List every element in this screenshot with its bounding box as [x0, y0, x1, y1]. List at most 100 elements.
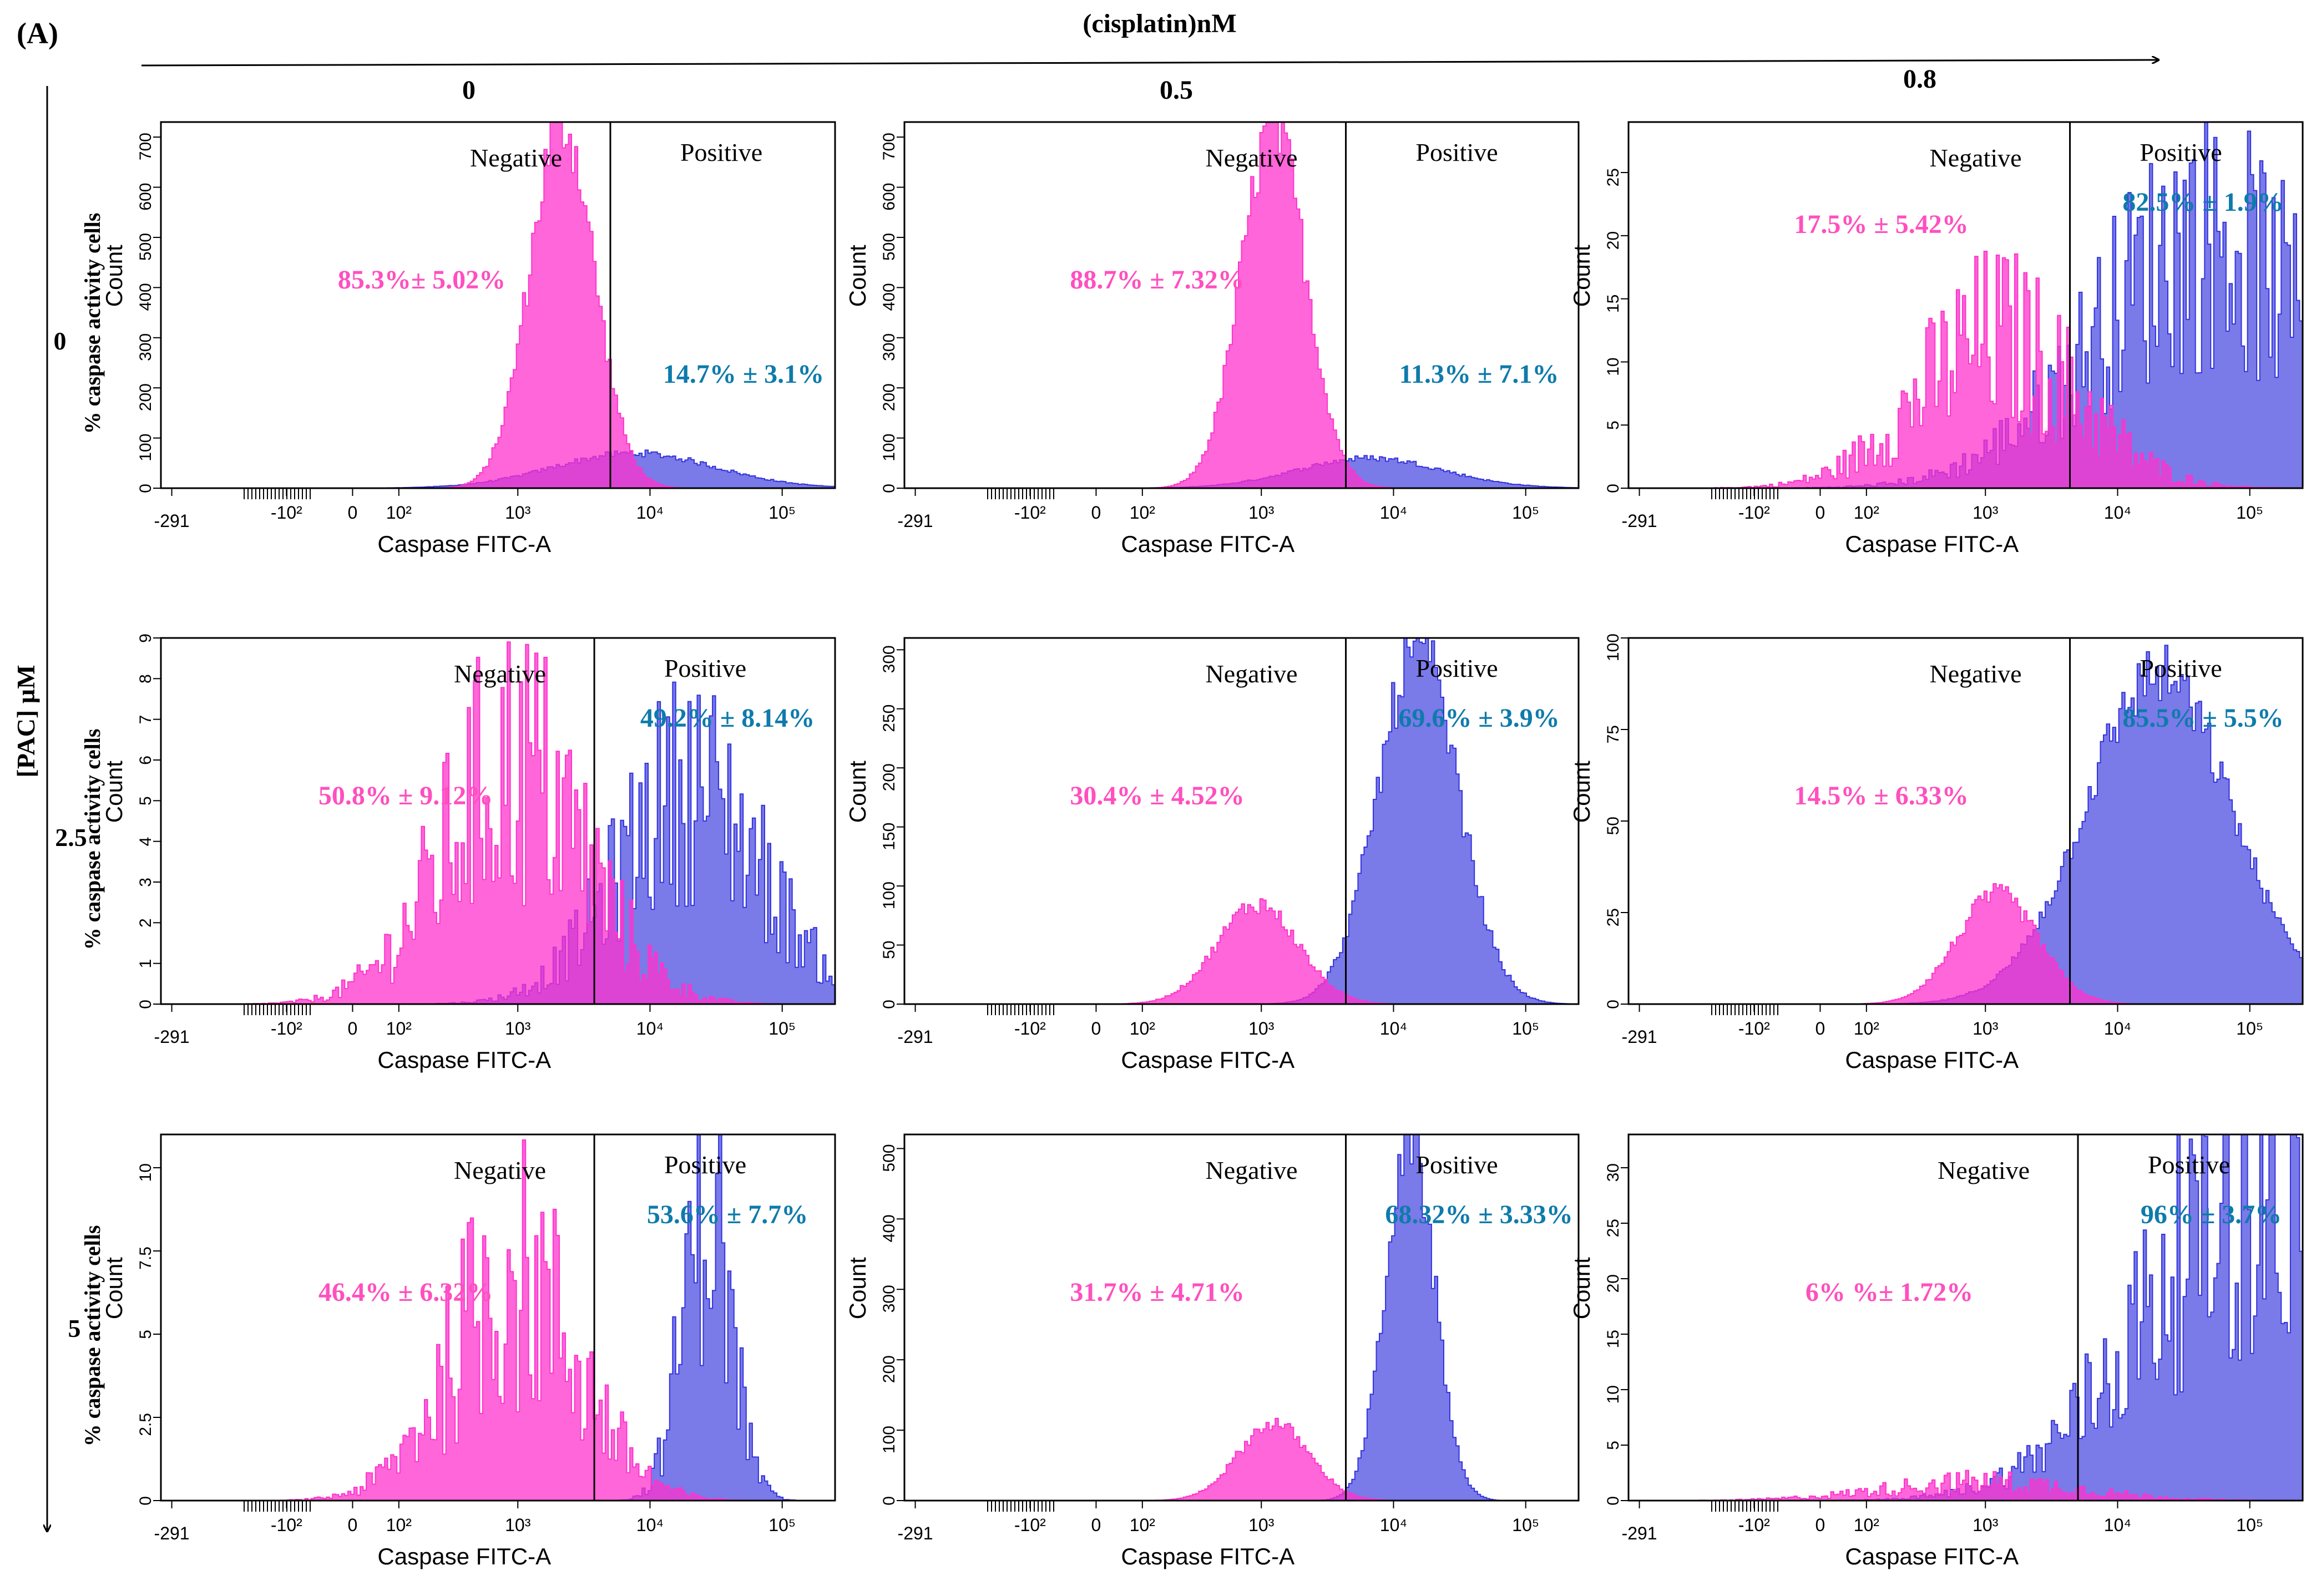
x-tick-label: 10³ — [1973, 1019, 1999, 1038]
y-axis-title: Count — [844, 245, 871, 307]
x-tick-label: -10² — [1014, 503, 1046, 523]
row-y-title: % caspase activity cells — [80, 729, 105, 950]
y-tick-label: 2.5 — [136, 1413, 155, 1436]
y-tick-label: 0 — [1604, 1000, 1622, 1009]
x-tick-label: 10⁴ — [2104, 503, 2131, 523]
gate-label-positive: Positive — [1415, 1151, 1498, 1179]
y-tick-label: 200 — [880, 1355, 898, 1383]
gate-label-negative: Negative — [1206, 1156, 1298, 1184]
x-tick-label: 10⁵ — [1512, 1515, 1539, 1535]
gate-label-negative: Negative — [470, 144, 562, 172]
x-tick-label: 10³ — [1973, 1515, 1999, 1535]
panel-label: (A) — [17, 17, 58, 50]
gate-label-negative: Negative — [1938, 1156, 2030, 1184]
y-tick-label: 200 — [880, 383, 898, 411]
y-tick-label: 400 — [880, 1214, 898, 1242]
y-tick-label: 600 — [880, 183, 898, 211]
y-tick-label: 75 — [1604, 725, 1622, 743]
y-tick-label: 5 — [1604, 1441, 1622, 1450]
x-tick-label: 0 — [1816, 1515, 1825, 1535]
y-tick-label: 5 — [136, 1330, 155, 1339]
x-tick-label: 10² — [1854, 1515, 1880, 1535]
x-tick-label: 10³ — [505, 503, 531, 523]
x-tick-label: 10² — [386, 1515, 412, 1535]
negative-percentage: 88.7% ± 7.32% — [1070, 265, 1244, 295]
x-tick-label: 0 — [348, 503, 358, 523]
positive-population-histogram — [904, 1134, 1579, 1501]
y-tick-label: 100 — [880, 434, 898, 462]
x-tick-label: 10⁴ — [636, 1019, 664, 1038]
y-tick-label: 25 — [1604, 908, 1622, 926]
y-axis-title: Count — [1569, 245, 1595, 307]
negative-population-histogram — [161, 641, 835, 1005]
negative-population-histogram — [161, 121, 835, 489]
y-tick-label: 10 — [1604, 1385, 1622, 1404]
x-tick-label: -291 — [898, 1523, 933, 1543]
column-label-0: 0 — [462, 75, 476, 105]
x-tick-label: 10⁵ — [768, 503, 796, 523]
x-tick-label: 10⁴ — [2104, 1515, 2131, 1535]
x-tick-label: 10² — [386, 1019, 412, 1038]
row-label-2: 5 — [68, 1314, 81, 1342]
histogram-panel-r0-c2: 0 5 10 15 20 25 -291 -10² 0 10² 10³ 10⁴ 10⁵ Caspase F… — [1569, 121, 2304, 557]
plot-frame — [903, 637, 1580, 1005]
gate-label-positive: Positive — [1415, 654, 1498, 682]
x-tick-label: 10⁴ — [636, 1515, 664, 1535]
y-tick-label: 300 — [880, 645, 898, 673]
y-tick-label: 700 — [880, 133, 898, 160]
x-tick-label: -10² — [1738, 1515, 1770, 1535]
negative-percentage: 31.7% ± 4.71% — [1070, 1278, 1244, 1307]
y-tick-label: 7.5 — [136, 1247, 155, 1270]
y-tick-label: 3 — [136, 878, 155, 887]
negative-percentage: 85.3%± 5.02% — [338, 265, 505, 295]
column-label-1: 0.5 — [1160, 75, 1193, 105]
x-tick-label: 10³ — [1248, 503, 1275, 523]
x-axis-title: Caspase FITC-A — [1121, 1543, 1294, 1569]
gate-label-positive: Positive — [664, 654, 746, 682]
y-axis-title: Count — [101, 245, 127, 307]
x-tick-label: 10⁵ — [2236, 503, 2263, 523]
y-tick-label: 30 — [1604, 1163, 1622, 1182]
x-tick-label: -10² — [1014, 1515, 1046, 1535]
negative-percentage: 17.5% ± 5.42% — [1794, 210, 1968, 239]
y-tick-label: 25 — [1604, 1219, 1622, 1237]
x-tick-label: 10⁵ — [2236, 1019, 2263, 1038]
x-tick-label: -291 — [1622, 1523, 1657, 1543]
y-tick-label: 100 — [136, 434, 155, 462]
y-tick-label: 0 — [1604, 484, 1622, 493]
y-axis-title: Count — [1569, 1257, 1595, 1319]
plot-frame — [160, 637, 836, 1005]
x-tick-label: 10⁵ — [1512, 503, 1539, 523]
gate-label-positive: Positive — [2148, 1151, 2230, 1179]
gate-label-positive: Positive — [1415, 138, 1498, 166]
y-tick-label: 25 — [1604, 168, 1622, 186]
histogram-panel-r2-c2: 0 5 10 15 20 25 30 -291 -10² 0 10² 10³ 10⁴ 10⁵ Caspase… — [1569, 1133, 2304, 1569]
positive-population-histogram — [1629, 1134, 2303, 1501]
x-tick-label: -291 — [154, 1523, 190, 1543]
left-axis-label: [PAC] µM — [12, 665, 40, 777]
y-tick-label: 5 — [136, 796, 155, 805]
x-tick-label: 0 — [348, 1019, 358, 1038]
plot-frame — [903, 1133, 1580, 1502]
x-tick-label: 10³ — [505, 1515, 531, 1535]
gate-label-negative: Negative — [454, 1156, 546, 1184]
positive-percentage: 11.3% ± 7.1% — [1399, 359, 1559, 389]
gate-label-negative: Negative — [1206, 660, 1298, 688]
y-tick-label: 10 — [1604, 357, 1622, 376]
y-tick-label: 50 — [1604, 817, 1622, 835]
plot-frame — [1627, 1133, 2304, 1502]
y-tick-label: 600 — [136, 183, 155, 211]
y-tick-label: 0 — [1604, 1496, 1622, 1506]
x-tick-label: 10⁵ — [768, 1515, 796, 1535]
y-axis-title: Count — [844, 1257, 871, 1319]
row-y-title: % caspase activity cells — [80, 1225, 105, 1447]
y-tick-label: 4 — [136, 837, 155, 847]
gate-label-positive: Positive — [664, 1151, 746, 1179]
negative-population-histogram — [1629, 251, 2303, 489]
plot-frame — [160, 121, 836, 489]
y-tick-label: 9 — [136, 634, 155, 643]
row-label-1: 2.5 — [55, 823, 87, 852]
negative-percentage: 46.4% ± 6.32% — [318, 1278, 493, 1307]
histogram-panel-r0-c1: 0 100 200 300 400 500 600 700 -291 -10² 0 10² 10³ 10⁴… — [844, 121, 1580, 557]
